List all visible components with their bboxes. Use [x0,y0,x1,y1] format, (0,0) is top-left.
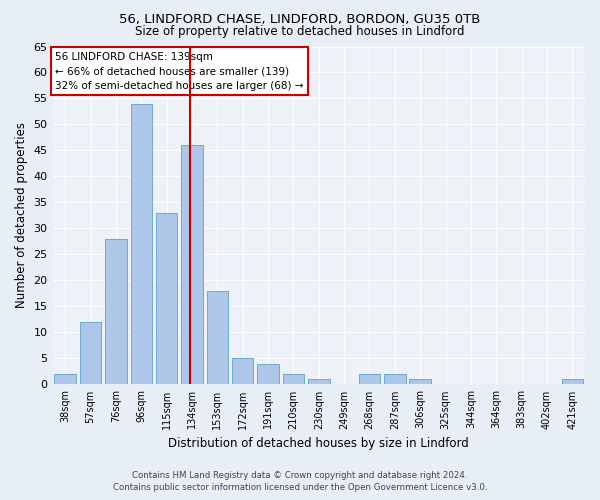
Text: 56, LINDFORD CHASE, LINDFORD, BORDON, GU35 0TB: 56, LINDFORD CHASE, LINDFORD, BORDON, GU… [119,12,481,26]
Bar [232,358,253,384]
Bar [55,374,76,384]
Text: 56 LINDFORD CHASE: 139sqm
← 66% of detached houses are smaller (139)
32% of semi: 56 LINDFORD CHASE: 139sqm ← 66% of detac… [55,52,304,91]
Text: Size of property relative to detached houses in Lindford: Size of property relative to detached ho… [135,25,465,38]
Bar [359,374,380,384]
Bar [562,379,583,384]
Bar [131,104,152,384]
Bar [308,379,329,384]
Bar [206,291,228,384]
Bar [105,239,127,384]
Bar [257,364,279,384]
Bar [409,379,431,384]
Bar [283,374,304,384]
Bar [80,322,101,384]
Bar [384,374,406,384]
Bar [181,146,203,384]
X-axis label: Distribution of detached houses by size in Lindford: Distribution of detached houses by size … [169,437,469,450]
Text: Contains HM Land Registry data © Crown copyright and database right 2024.
Contai: Contains HM Land Registry data © Crown c… [113,471,487,492]
Y-axis label: Number of detached properties: Number of detached properties [15,122,28,308]
Bar [156,213,178,384]
